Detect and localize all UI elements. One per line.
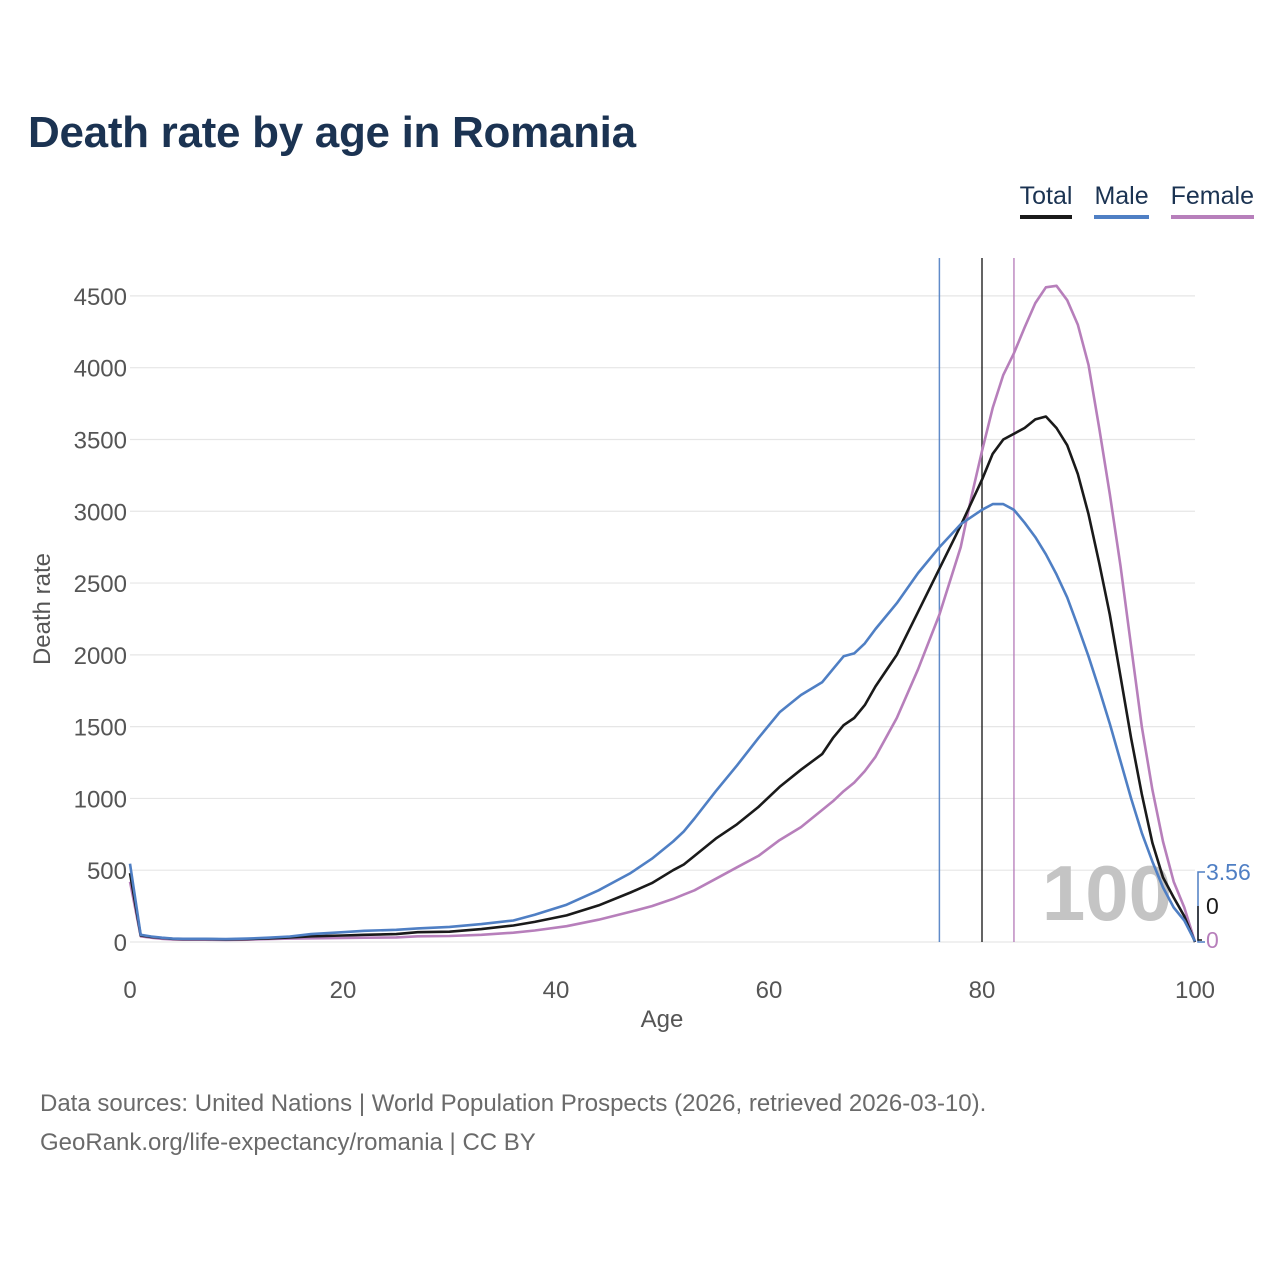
footer-sources: Data sources: United Nations | World Pop…	[40, 1090, 987, 1117]
x-tick-label: 60	[756, 977, 783, 1004]
legend-item-male[interactable]: Male	[1094, 182, 1149, 219]
y-tick-label: 2000	[74, 643, 127, 670]
y-tick-label: 2500	[74, 571, 127, 598]
x-tick-label: 40	[543, 977, 570, 1004]
y-axis-label: Death rate	[29, 553, 56, 665]
y-tick-label: 3000	[74, 499, 127, 526]
x-axis-label: Age	[641, 1006, 684, 1033]
total-end-bracket	[1197, 906, 1202, 941]
x-tick-label: 100	[1175, 977, 1215, 1004]
x-tick-label: 80	[969, 977, 996, 1004]
y-tick-label: 500	[87, 858, 127, 885]
x-tick-label: 20	[330, 977, 357, 1004]
legend: Total Male Female	[1019, 182, 1254, 219]
legend-item-total[interactable]: Total	[1019, 182, 1073, 219]
series-line-female	[128, 284, 1197, 943]
y-tick-label: 3500	[74, 427, 127, 454]
male-end-bracket	[1197, 871, 1205, 943]
y-tick-label: 0	[114, 930, 127, 957]
series-line-total	[128, 415, 1197, 943]
y-tick-label: 1500	[74, 715, 127, 742]
age-overlay-label: 100	[1042, 849, 1172, 937]
y-tick-label: 1000	[74, 786, 127, 813]
end-label-total: 0	[1206, 893, 1219, 919]
series-line-male	[128, 502, 1197, 942]
y-tick-label: 4500	[74, 284, 127, 311]
footer-credit[interactable]: GeoRank.org/life-expectancy/romania | CC…	[40, 1129, 536, 1156]
legend-item-female[interactable]: Female	[1170, 182, 1254, 219]
end-label-male: 3.56	[1206, 859, 1251, 885]
chart-title: Death rate by age in Romania	[28, 108, 636, 157]
footer: Data sources: United Nations | World Pop…	[40, 1084, 986, 1162]
x-tick-label: 0	[123, 977, 136, 1004]
end-label-female: 0	[1206, 927, 1219, 953]
y-tick-label: 4000	[74, 356, 127, 383]
